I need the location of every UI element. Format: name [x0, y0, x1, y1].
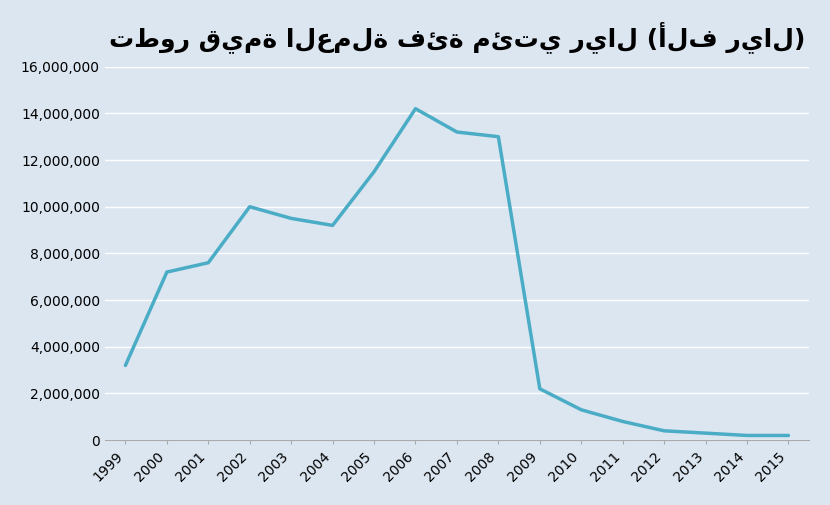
Title: تطور قيمة العملة فئة مئتي ريال (ألف ريال): تطور قيمة العملة فئة مئتي ريال (ألف ريال…: [109, 21, 805, 53]
